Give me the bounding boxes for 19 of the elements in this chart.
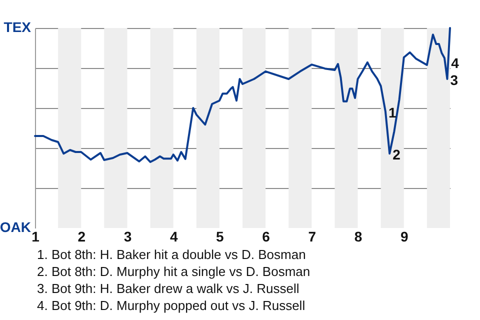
- text: 3. Bot 9th: H. Baker drew a walk vs J. Russell: [37, 280, 300, 297]
- annotation: 4: [451, 55, 460, 71]
- x-tick-label: 3: [124, 228, 132, 244]
- text: 1. Bot 8th: H. Baker hit a double vs D. Bosman: [37, 246, 307, 263]
- x-tick-label: 4: [170, 228, 178, 244]
- annotation: 3: [450, 72, 458, 88]
- annotation: 2: [392, 146, 401, 163]
- annotation: 1: [388, 104, 396, 120]
- text: TEX: [4, 19, 32, 35]
- x-tick-label: 7: [308, 228, 316, 244]
- x-tick-label: 2: [78, 228, 86, 244]
- text: OAK: [0, 219, 31, 235]
- x-tick-label: 6: [262, 228, 270, 244]
- text: 2. Bot 8th: D. Murphy hit a single vs D. Bosman: [37, 263, 310, 280]
- x-tick-label: 9: [400, 228, 408, 244]
- x-tick-label: 1: [32, 228, 40, 244]
- x-tick-label: 5: [216, 228, 224, 244]
- text: 4. Bot 9th: D. Murphy popped out vs J. Russell: [37, 297, 306, 314]
- x-tick-label: 8: [354, 228, 362, 244]
